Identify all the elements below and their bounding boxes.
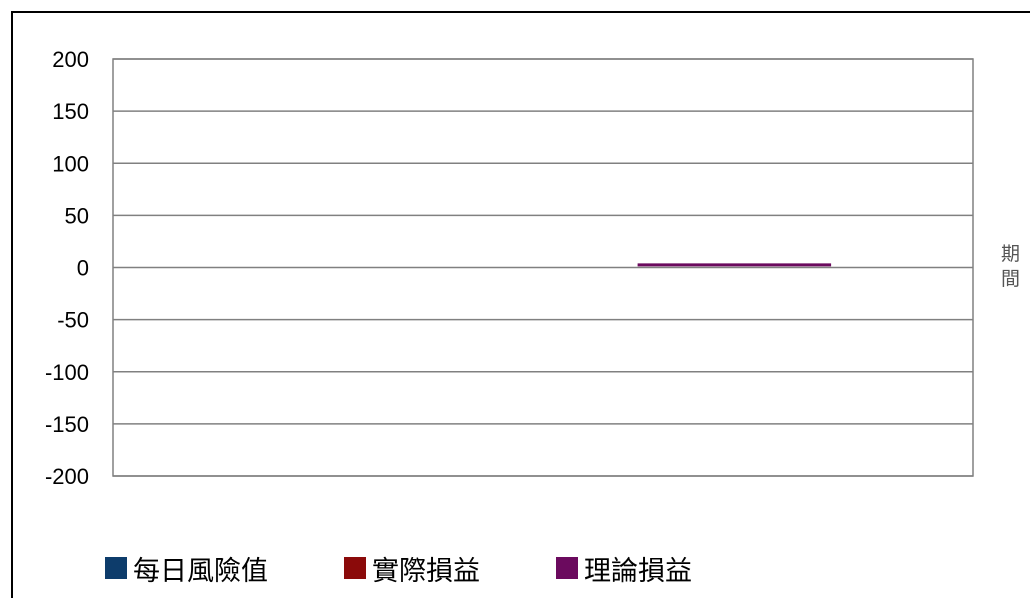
- plot-area-border: [112, 58, 974, 477]
- y-axis-tick-labels: 200 150 100 50 0 -50 -100 -150 -200: [45, 47, 89, 489]
- chart-svg: 200 150 100 50 0 -50 -100 -150 -200 期 間: [45, 47, 1020, 489]
- legend-label-daily-var: 每日風險值: [133, 555, 268, 587]
- legend-label-actual-pnl: 實際損益: [372, 555, 480, 587]
- legend-item-actual-pnl: 實際損益: [344, 549, 480, 588]
- y-tick-label: -100: [45, 360, 89, 385]
- legend: 每日風險值 實際損益 理論損益: [105, 548, 768, 588]
- y-tick-label: 200: [52, 47, 89, 72]
- legend-item-daily-var: 每日風險值: [105, 549, 268, 588]
- y-tick-label: 50: [65, 203, 89, 228]
- gridlines: [113, 58, 973, 477]
- legend-swatch-daily-var: [105, 557, 127, 579]
- legend-swatch-actual-pnl: [344, 557, 366, 579]
- y-tick-label: 0: [77, 256, 89, 281]
- y-tick-label: -50: [57, 308, 89, 333]
- legend-label-theoretical-pnl: 理論損益: [584, 555, 692, 587]
- y-tick-label: -150: [45, 412, 89, 437]
- side-label-line-1: 期: [1001, 243, 1020, 265]
- legend-swatch-theoretical-pnl: [556, 557, 578, 579]
- y-tick-label: 150: [52, 99, 89, 124]
- y-tick-label: -200: [45, 464, 89, 489]
- y-tick-label: 100: [52, 151, 89, 176]
- legend-item-theoretical-pnl: 理論損益: [556, 549, 692, 588]
- side-label-line-2: 間: [1001, 268, 1020, 290]
- chart-frame: 200 150 100 50 0 -50 -100 -150 -200 期 間 每日風險值 實際…: [11, 11, 1030, 598]
